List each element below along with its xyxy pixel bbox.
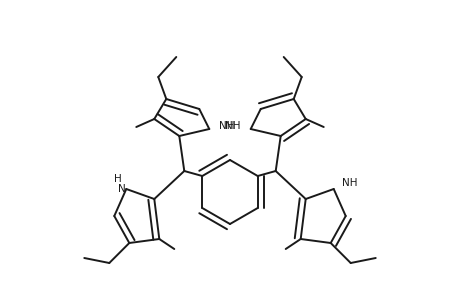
Text: NH: NH: [225, 121, 240, 131]
Text: NH: NH: [219, 121, 234, 131]
Text: N: N: [118, 184, 126, 194]
Text: NH: NH: [341, 178, 357, 188]
Text: H: H: [114, 174, 122, 184]
